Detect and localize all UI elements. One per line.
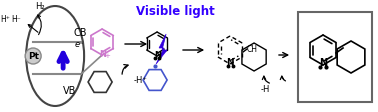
- Text: N: N: [319, 58, 327, 68]
- Text: Pt: Pt: [28, 52, 39, 61]
- Text: H₂: H₂: [35, 1, 45, 10]
- Text: VB: VB: [63, 85, 76, 95]
- Text: +: +: [104, 52, 110, 58]
- Text: Visible light: Visible light: [136, 5, 214, 18]
- Text: CH: CH: [247, 44, 258, 53]
- Text: N: N: [226, 57, 234, 66]
- Text: N: N: [155, 50, 161, 59]
- Text: N: N: [100, 49, 107, 58]
- Text: H⁻: H⁻: [11, 14, 21, 23]
- FancyBboxPatch shape: [298, 13, 372, 102]
- Polygon shape: [156, 35, 167, 64]
- Text: -H⁺: -H⁺: [133, 76, 147, 85]
- Text: H⁺: H⁺: [0, 14, 10, 23]
- Text: CB: CB: [73, 28, 87, 38]
- Ellipse shape: [26, 7, 84, 106]
- Text: -H: -H: [260, 85, 270, 94]
- Text: e⁻: e⁻: [74, 39, 84, 48]
- Circle shape: [25, 49, 41, 64]
